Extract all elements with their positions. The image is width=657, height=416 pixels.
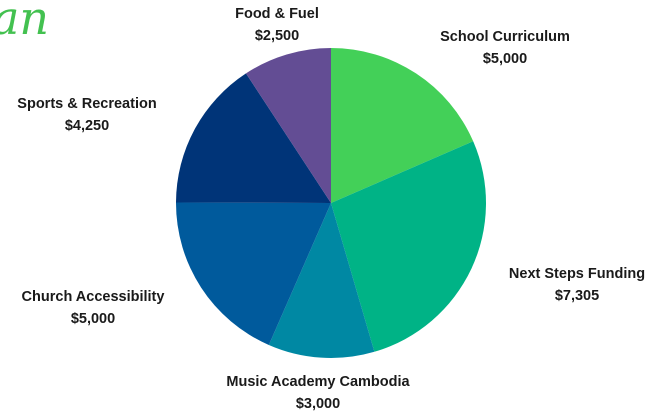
slice-label: School Curriculum xyxy=(440,29,570,45)
slice-value-label: $3,000 xyxy=(296,396,340,412)
pie-slice xyxy=(331,141,486,352)
slice-value-label: $5,000 xyxy=(483,51,527,67)
slice-label: Music Academy Cambodia xyxy=(226,374,410,390)
slice-label: Food & Fuel xyxy=(235,6,319,22)
slice-value-label: $4,250 xyxy=(65,118,109,134)
slice-label: Next Steps Funding xyxy=(509,266,645,282)
slice-value-label: $2,500 xyxy=(255,28,299,44)
slice-label: Sports & Recreation xyxy=(17,96,156,112)
pie-slice xyxy=(331,48,474,203)
slice-value-label: $5,000 xyxy=(71,311,115,327)
pie-slice xyxy=(176,202,331,345)
pie-slice xyxy=(268,203,375,358)
chart-title: an xyxy=(0,0,49,45)
pie-slice xyxy=(245,48,331,203)
slice-value-label: $7,305 xyxy=(555,288,599,304)
slice-label: Church Accessibility xyxy=(22,289,165,305)
pie-slice xyxy=(176,73,331,203)
